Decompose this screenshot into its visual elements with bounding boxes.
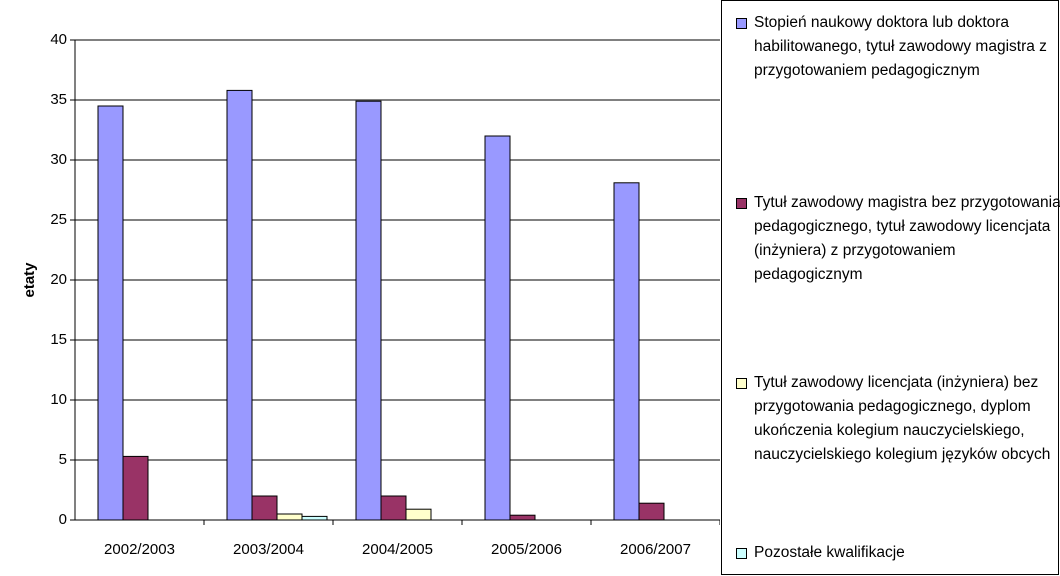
y-tick-label: 0 [59,511,67,528]
bar [122,455,149,521]
y-tick-label: 35 [50,91,67,108]
bar [509,514,536,521]
chart: etaty 0 5 10 15 20 25 30 35 40 2002/2003 2003/2004… [21,31,720,558]
bar [355,100,382,521]
legend-label: Tytuł zawodowy licencjata (inżyniera) be… [754,374,1051,463]
legend-swatch [736,548,747,559]
bar [613,182,640,521]
x-tick-label: 2002/2003 [104,541,175,558]
bar [251,495,278,521]
bar [301,515,328,521]
x-tick-label: 2003/2004 [233,541,304,558]
x-tick-label: 2006/2007 [620,541,691,558]
y-tick-label: 10 [50,391,67,408]
y-tick-label: 40 [50,31,67,48]
legend: Stopień naukowy doktora lub doktora habi… [721,0,1060,575]
bar [405,508,432,521]
bar [226,89,253,521]
bar [484,135,511,521]
legend-swatch [736,378,747,389]
bar [276,513,303,521]
legend-label: Tytuł zawodowy magistra bez przygotowani… [754,194,1060,283]
legend-swatch [736,18,747,29]
bar [638,502,665,521]
legend-label: Stopień naukowy doktora lub doktora habi… [754,14,1047,79]
y-tick-label: 20 [50,271,67,288]
y-tick-label: 25 [50,211,67,228]
bar [97,105,124,521]
y-tick-label: 30 [50,151,67,168]
bar [380,495,407,521]
x-tick-label: 2005/2006 [491,541,562,558]
legend-label: Pozostałe kwalifikacje [754,544,905,561]
y-axis-title: etaty [21,262,38,298]
y-tick-label: 15 [50,331,67,348]
legend-swatch [736,198,747,209]
y-tick-label: 5 [59,451,67,468]
x-tick-label: 2004/2005 [362,541,433,558]
